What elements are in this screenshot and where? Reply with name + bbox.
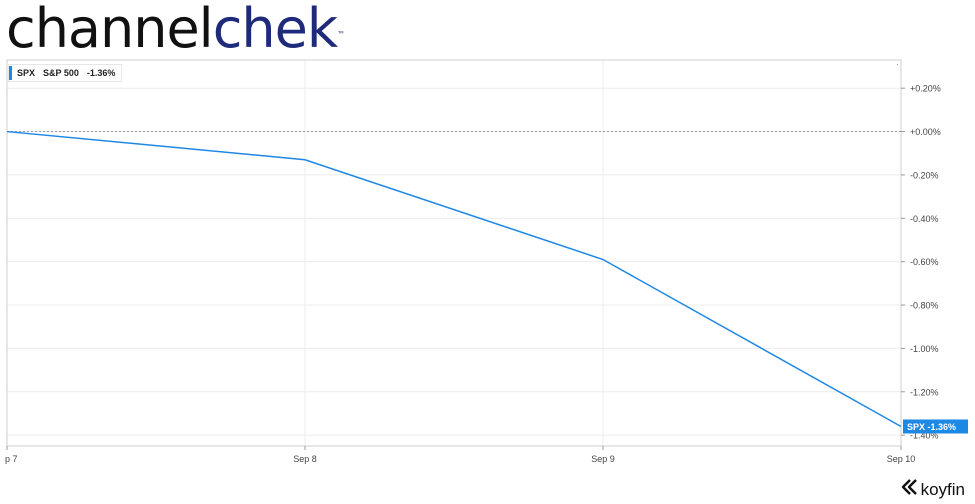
y-axis: +0.20% +0.00% -0.20% -0.40% -0.60% -0.80% -1.0…: [901, 84, 941, 441]
y-tick-label: -0.60%: [910, 257, 939, 267]
y-tick-label: -1.20%: [910, 387, 939, 397]
legend-ticker: SPX: [17, 68, 36, 78]
y-tick-label: -0.20%: [910, 170, 939, 180]
legend-swatch: [9, 66, 12, 80]
koyfin-icon: [901, 479, 919, 500]
channelchek-logo: channelchek™: [6, 0, 345, 60]
y-tick-label: +0.00%: [910, 127, 941, 137]
last-value-badge-bg: [903, 419, 968, 434]
logo-text-chek: chek: [212, 0, 338, 60]
legend-name: S&P 500: [43, 68, 79, 78]
logo-trademark: ™: [337, 30, 345, 39]
y-tick-label: +0.20%: [910, 84, 941, 94]
koyfin-text: koyfin: [920, 479, 965, 499]
series-legend[interactable]: SPX S&P 500 -1.36%: [8, 64, 123, 82]
x-axis: p 7 Sep 8 Sep 9 Sep 10: [5, 446, 915, 464]
grid: [7, 60, 901, 446]
logo-text-channel: channel: [6, 0, 214, 60]
x-tick-label: Sep 8: [293, 454, 317, 464]
last-value-badge: SPX -1.36%: [903, 419, 968, 434]
series-line-spx: [6, 130, 902, 428]
x-tick-label: p 7: [5, 454, 18, 464]
x-tick-label: Sep 10: [887, 454, 916, 464]
y-tick-label: -1.40%: [910, 431, 939, 441]
plot-frame: [6, 59, 902, 447]
y-tick-label: -1.00%: [910, 344, 939, 354]
legend-value: -1.36%: [86, 68, 116, 78]
koyfin-watermark: koyfin: [901, 479, 965, 500]
y-tick-label: -0.40%: [910, 214, 939, 224]
y-tick-label: -0.80%: [910, 301, 939, 311]
corner-mark: ·: [896, 60, 899, 69]
last-value-badge-text: SPX -1.36%: [907, 422, 956, 432]
x-tick-label: Sep 9: [591, 454, 615, 464]
